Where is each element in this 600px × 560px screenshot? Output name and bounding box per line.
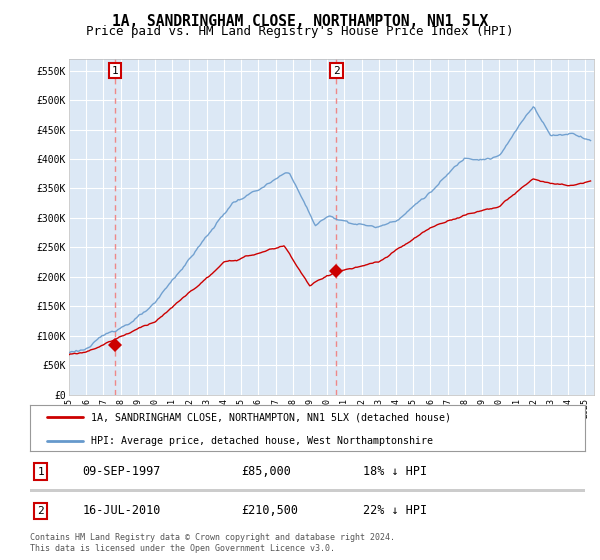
- Text: 1: 1: [112, 66, 119, 76]
- Text: 1A, SANDRINGHAM CLOSE, NORTHAMPTON, NN1 5LX: 1A, SANDRINGHAM CLOSE, NORTHAMPTON, NN1 …: [112, 14, 488, 29]
- Text: 18% ↓ HPI: 18% ↓ HPI: [363, 465, 427, 478]
- Text: HPI: Average price, detached house, West Northamptonshire: HPI: Average price, detached house, West…: [91, 436, 433, 446]
- Text: 1: 1: [37, 467, 44, 477]
- Text: Contains HM Land Registry data © Crown copyright and database right 2024.
This d: Contains HM Land Registry data © Crown c…: [30, 533, 395, 553]
- Text: 2: 2: [333, 66, 340, 76]
- Text: 2: 2: [37, 506, 44, 516]
- Text: Price paid vs. HM Land Registry's House Price Index (HPI): Price paid vs. HM Land Registry's House …: [86, 25, 514, 38]
- Text: 16-JUL-2010: 16-JUL-2010: [83, 505, 161, 517]
- Text: £85,000: £85,000: [241, 465, 291, 478]
- Text: £210,500: £210,500: [241, 505, 298, 517]
- Text: 22% ↓ HPI: 22% ↓ HPI: [363, 505, 427, 517]
- Text: 1A, SANDRINGHAM CLOSE, NORTHAMPTON, NN1 5LX (detached house): 1A, SANDRINGHAM CLOSE, NORTHAMPTON, NN1 …: [91, 412, 451, 422]
- Text: 09-SEP-1997: 09-SEP-1997: [83, 465, 161, 478]
